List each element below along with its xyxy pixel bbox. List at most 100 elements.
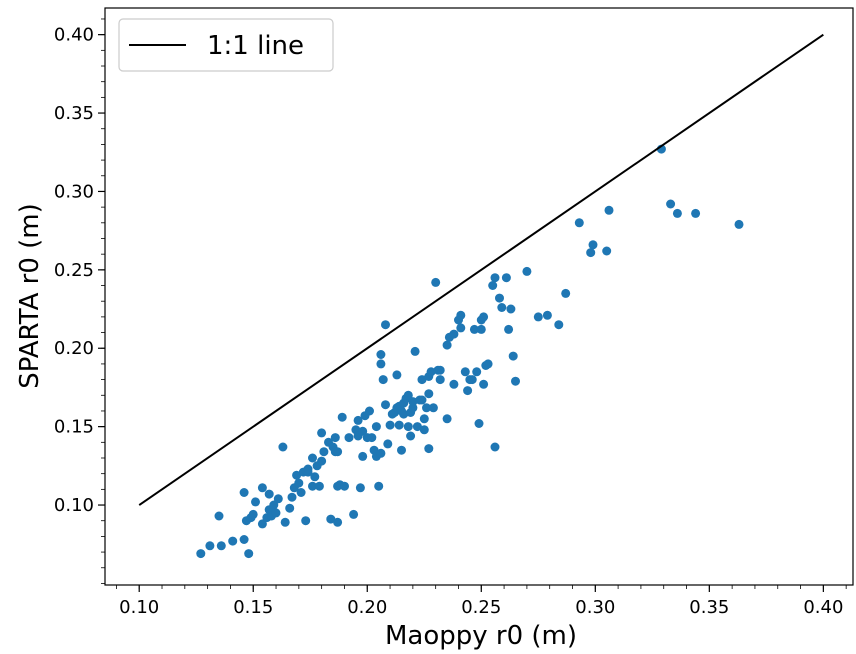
data-point [604, 205, 614, 215]
y-axis-ticks: 0.10 0.15 0.20 0.25 0.30 0.35 0.40 [54, 18, 105, 584]
data-point [586, 248, 596, 258]
data-point [292, 470, 302, 480]
data-point [330, 433, 340, 443]
data-point [257, 519, 267, 529]
data-point [248, 509, 258, 519]
data-point [319, 447, 329, 457]
data-point [376, 448, 386, 458]
data-point [410, 346, 420, 356]
x-tick-label: 0.30 [575, 597, 615, 618]
data-point [422, 403, 431, 413]
axes-frame [104, 7, 854, 586]
data-point [278, 442, 288, 452]
data-point [337, 412, 347, 422]
x-axis-label: Maoppy r0 (m) [385, 621, 577, 651]
data-point [554, 320, 564, 330]
data-point [308, 481, 317, 491]
data-point [501, 273, 511, 283]
data-point [310, 472, 320, 482]
data-point [542, 310, 552, 320]
data-point [216, 541, 226, 551]
data-point [383, 439, 393, 449]
data-point [239, 488, 249, 497]
data-point [424, 389, 434, 399]
data-point [479, 312, 489, 322]
data-point [340, 481, 349, 491]
legend-box [118, 18, 334, 72]
data-point [574, 218, 584, 228]
data-point [456, 323, 466, 333]
data-point [431, 277, 441, 287]
data-point [308, 453, 317, 463]
data-point [533, 312, 543, 322]
data-point [469, 324, 479, 334]
data-point [442, 340, 452, 350]
data-point [672, 208, 682, 218]
data-point [408, 403, 418, 413]
data-point [205, 541, 215, 551]
data-point [303, 464, 313, 474]
data-point [280, 517, 290, 527]
data-point [376, 350, 386, 359]
data-point [419, 414, 429, 424]
data-point [378, 375, 388, 385]
data-point [214, 511, 224, 521]
data-point [435, 365, 445, 375]
y-tick-label: 0.10 [54, 495, 94, 516]
data-point [428, 403, 438, 413]
data-point [228, 536, 238, 546]
data-point [257, 483, 267, 493]
data-point [344, 433, 354, 443]
data-point [442, 414, 452, 424]
data-point [449, 329, 459, 339]
data-point [602, 246, 612, 256]
data-point [349, 509, 359, 519]
data-point [397, 445, 406, 455]
data-point [376, 359, 386, 369]
data-point [296, 488, 306, 497]
data-point [367, 433, 377, 443]
data-point [506, 304, 516, 314]
data-point [460, 367, 470, 377]
data-point [474, 419, 484, 428]
data-point [355, 483, 365, 493]
x-tick-label: 0.25 [461, 597, 501, 618]
data-point [385, 420, 395, 430]
y-tick-label: 0.30 [54, 181, 94, 202]
data-point [508, 351, 518, 361]
data-point [476, 324, 486, 334]
x-tick-label: 0.15 [233, 597, 273, 618]
data-point [424, 444, 434, 454]
data-point [244, 549, 254, 559]
data-point [251, 497, 260, 507]
data-point [490, 273, 500, 283]
data-point [734, 219, 744, 229]
data-point [412, 422, 422, 432]
y-tick-label: 0.25 [54, 260, 94, 281]
data-point [392, 370, 402, 380]
data-point [588, 240, 598, 250]
data-point [271, 508, 281, 518]
data-point [472, 367, 482, 377]
x-tick-label: 0.10 [119, 597, 159, 618]
data-point [561, 288, 571, 298]
data-point [371, 422, 381, 432]
data-point [417, 395, 427, 405]
data-point [394, 420, 404, 430]
data-point [301, 516, 311, 526]
data-point [426, 367, 436, 377]
data-point [287, 492, 297, 502]
data-point [419, 425, 429, 435]
one-to-one-line [138, 33, 824, 506]
data-point [264, 489, 274, 499]
data-point [504, 324, 514, 334]
data-point [406, 431, 416, 441]
data-point [449, 379, 459, 389]
x-tick-label: 0.35 [689, 597, 729, 618]
y-tick-label: 0.15 [54, 417, 94, 438]
data-point [239, 535, 249, 544]
data-point [317, 428, 327, 438]
data-point [333, 447, 343, 457]
x-tick-label: 0.20 [347, 597, 387, 618]
